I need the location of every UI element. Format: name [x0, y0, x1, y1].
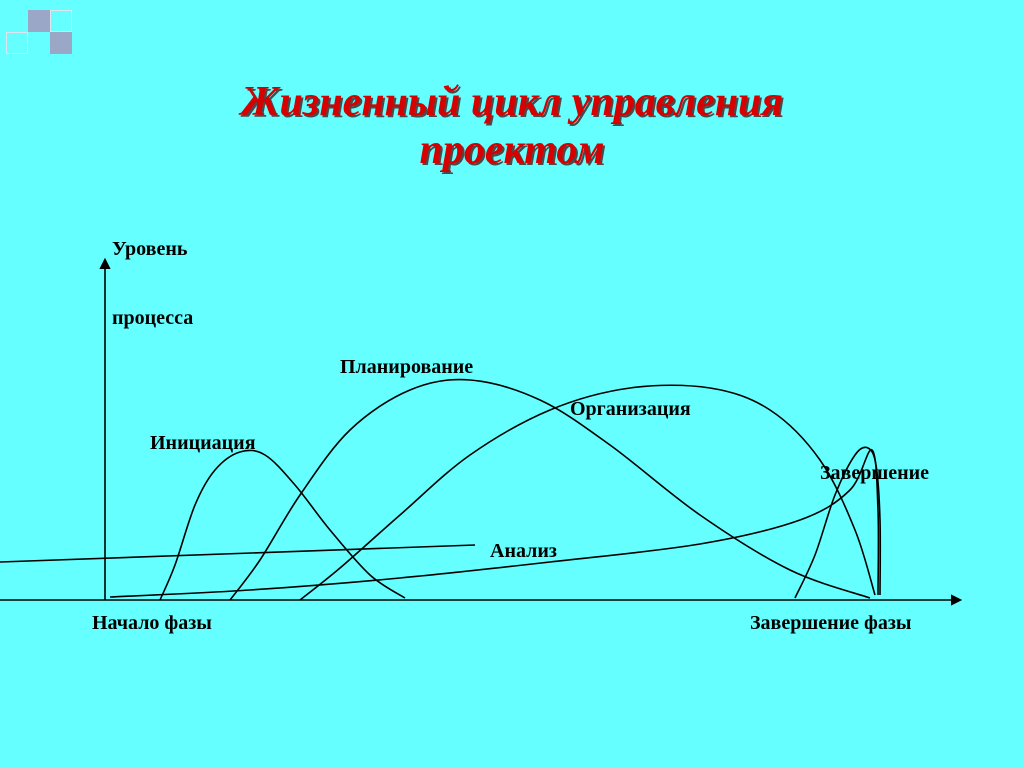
y-axis-label: Уровень процесса — [112, 192, 193, 376]
curve-label-completion: Завершение — [820, 462, 929, 485]
x-axis-start-label: Начало фазы — [92, 612, 212, 635]
slide: Жизненный цикл управления проектом Урове… — [0, 0, 1024, 768]
curve-label-planning: Планирование — [340, 356, 473, 379]
curve-analysis — [110, 450, 878, 597]
curve-label-organization: Организация — [570, 398, 691, 421]
y-axis-label-line1: Уровень — [112, 238, 193, 261]
lifecycle-chart — [0, 0, 1024, 768]
curve-initiation — [160, 450, 405, 600]
y-axis-label-line2: процесса — [112, 307, 193, 330]
x-axis-end-label: Завершение фазы — [750, 612, 912, 635]
curve-label-analysis: Анализ — [490, 540, 557, 563]
curve-label-initiation: Инициация — [150, 432, 256, 455]
